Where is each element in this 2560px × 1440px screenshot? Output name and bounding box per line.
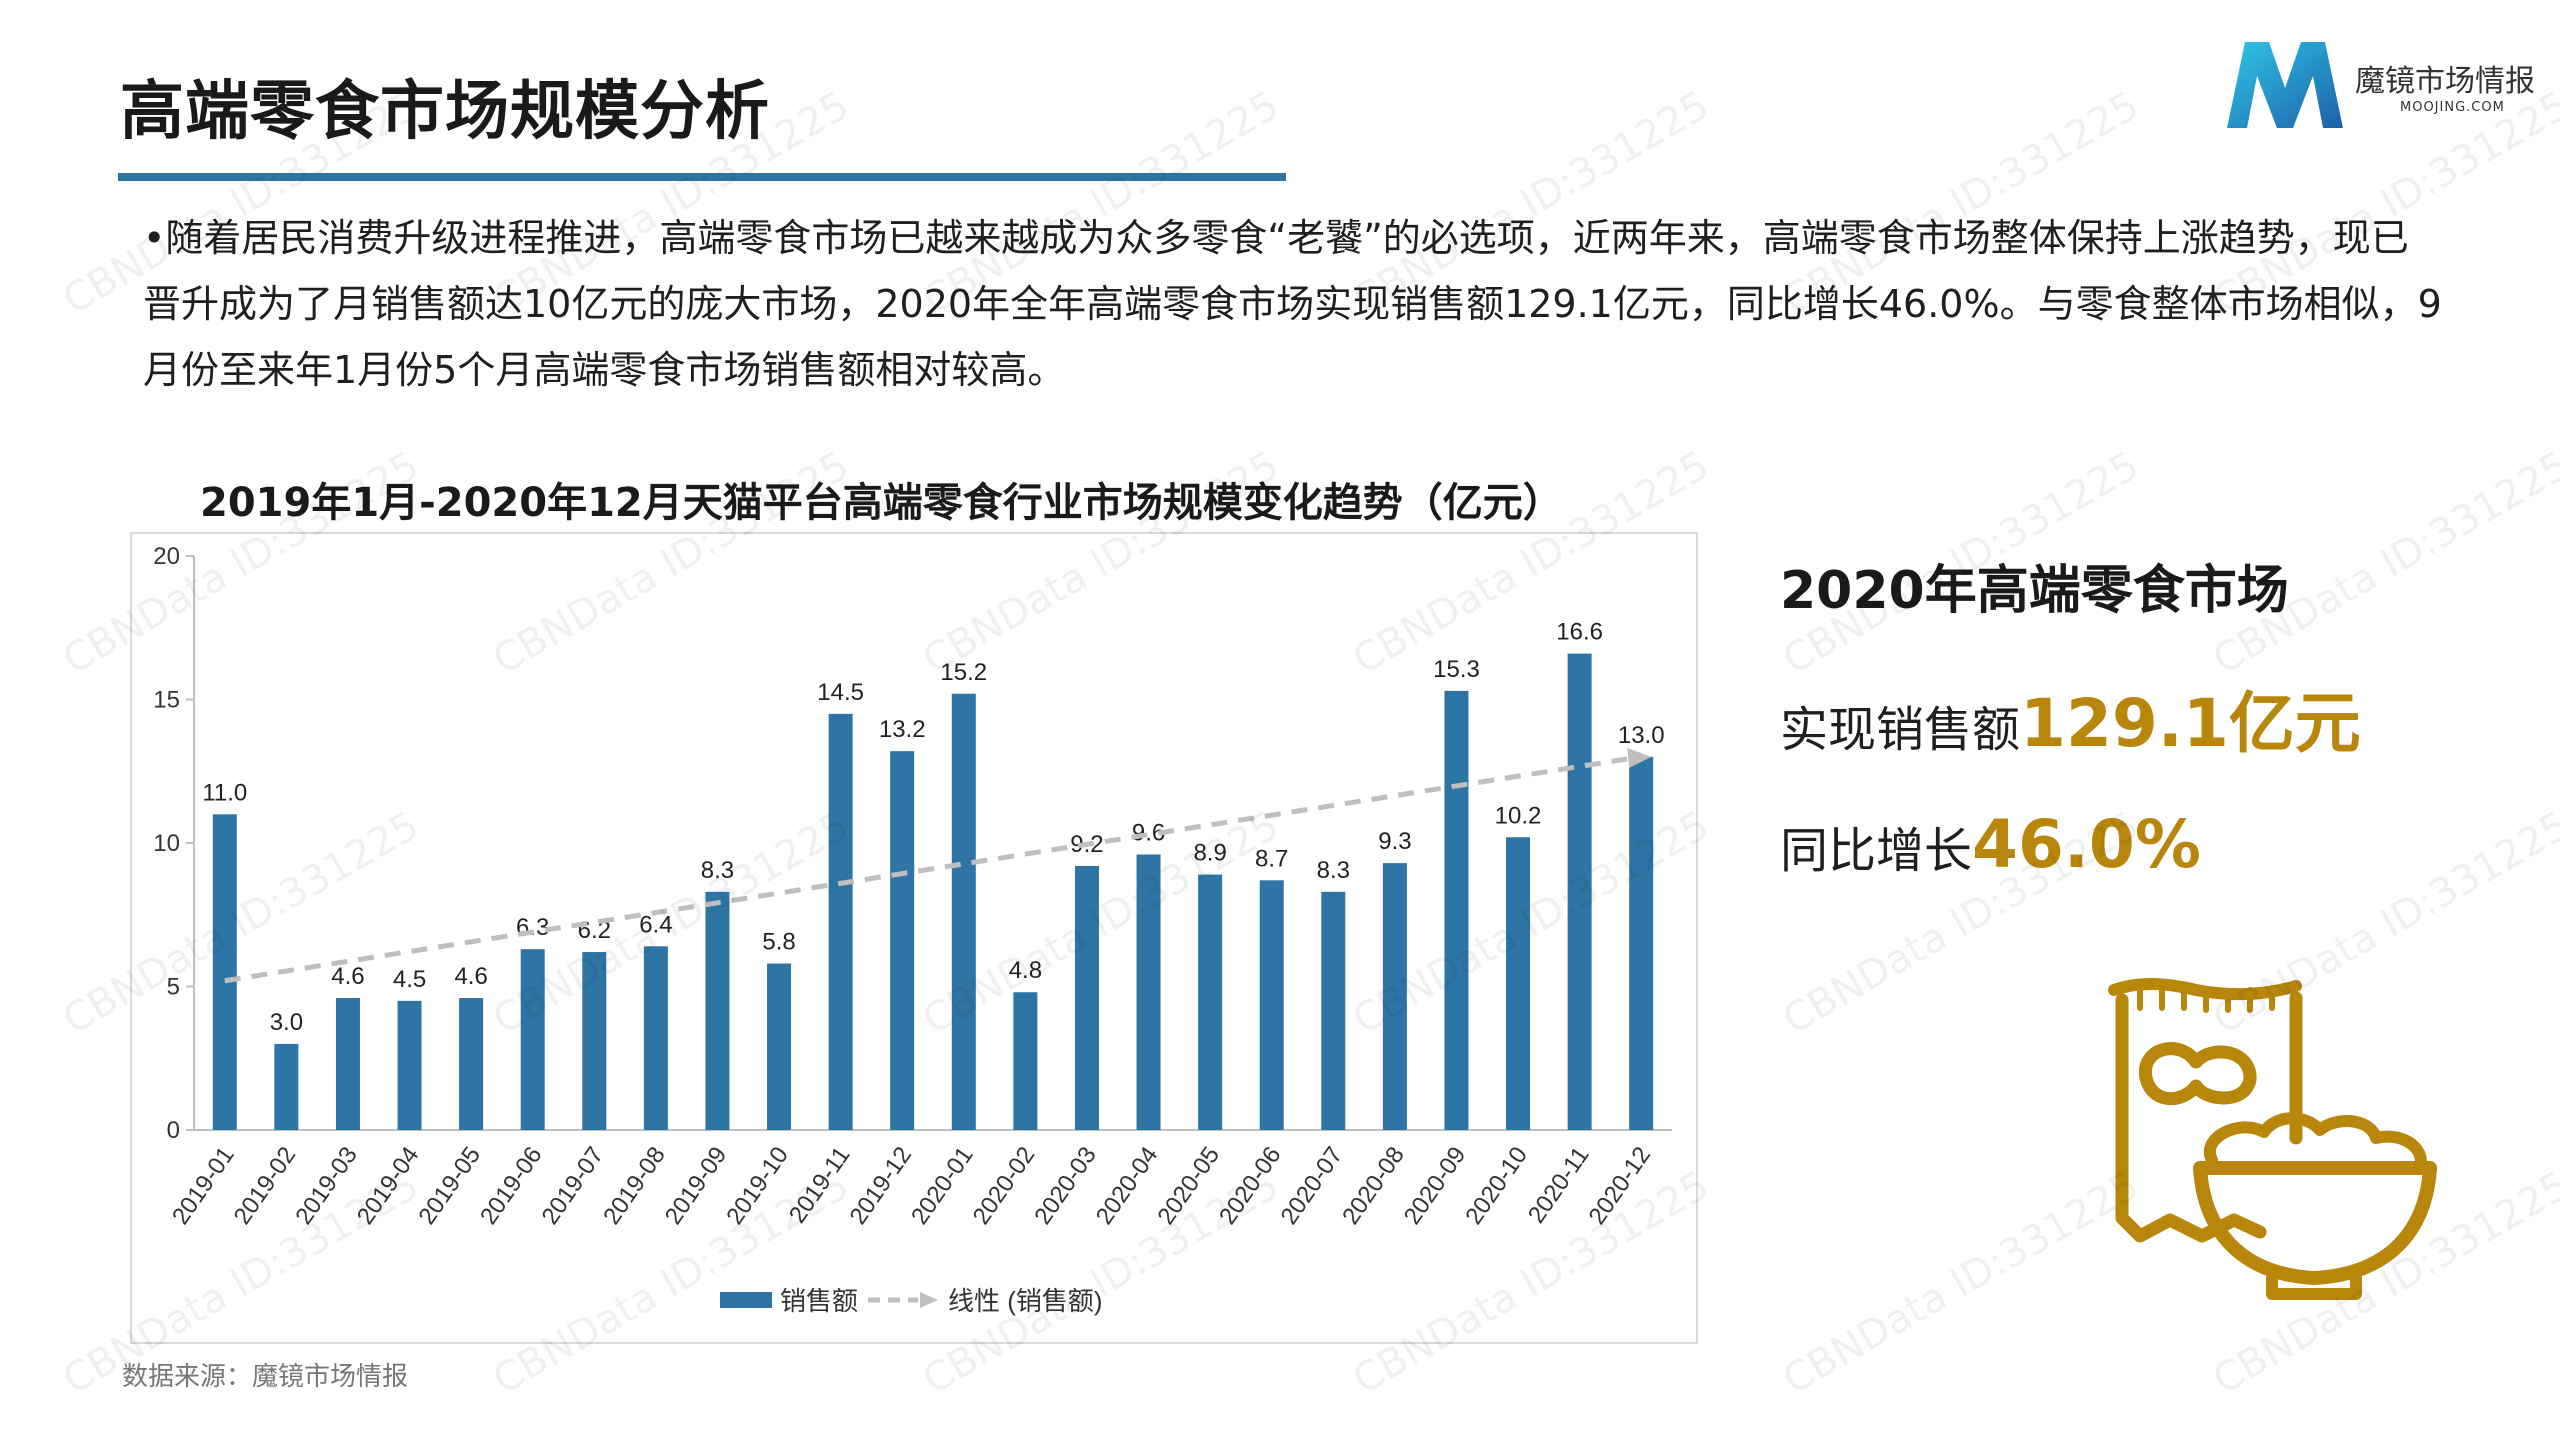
- growth-kpi-label: 同比增长: [1780, 823, 1973, 879]
- watermark-text: CBNData ID:331225: [1775, 1162, 2147, 1404]
- bar: [1013, 992, 1038, 1130]
- bar-value-label: 9.3: [1378, 828, 1411, 855]
- chart-frame: [130, 532, 1698, 1344]
- bar: [1259, 880, 1284, 1130]
- bar: [705, 891, 730, 1130]
- x-tick-label: 2019-04: [352, 1142, 425, 1230]
- bar: [828, 713, 853, 1130]
- legend-label-trend: 线性 (销售额): [948, 1286, 1103, 1316]
- bar-value-label: 8.7: [1255, 845, 1288, 872]
- x-tick-label: 2020-09: [1399, 1142, 1472, 1230]
- bar: [1567, 653, 1592, 1130]
- bar-value-label: 8.3: [701, 857, 734, 884]
- x-tick-label: 2020-07: [1276, 1142, 1349, 1230]
- bar: [335, 997, 360, 1130]
- logo-name: 魔镜市场情报: [2355, 64, 2535, 99]
- summary-title: 2020年高端零食市场: [1780, 561, 2289, 621]
- x-tick-label: 2019-02: [229, 1142, 302, 1230]
- bar-value-label: 6.4: [639, 911, 672, 938]
- x-tick-label: 2019-10: [721, 1142, 794, 1230]
- x-tick-label: 2019-07: [537, 1142, 610, 1230]
- x-tick-label: 2019-03: [290, 1142, 363, 1230]
- chart-title: 2019年1月-2020年12月天猫平台高端零食行业市场规模变化趋势（亿元）: [200, 480, 1563, 526]
- x-tick-label: 2020-10: [1460, 1142, 1533, 1230]
- bar-value-label: 13.0: [1618, 722, 1665, 749]
- bar-value-label: 8.9: [1193, 840, 1226, 867]
- bar: [1382, 863, 1407, 1130]
- title-underline: [118, 173, 1286, 181]
- x-tick-label: 2020-01: [906, 1142, 979, 1230]
- bar: [274, 1043, 299, 1130]
- bar-value-label: 13.2: [879, 716, 926, 743]
- logo-icon: [2227, 42, 2343, 128]
- x-tick-label: 2019-06: [475, 1142, 548, 1230]
- x-tick-label: 2020-04: [1091, 1142, 1164, 1230]
- sales-bar-chart: 0 5 10 15 20 11.0 2019-01 3.0 2019-02 4.6 2019-03 4…: [153, 543, 1672, 1316]
- bar: [951, 693, 976, 1130]
- legend-label-sales: 销售额: [780, 1286, 858, 1316]
- x-tick-label: 2020-05: [1152, 1142, 1225, 1230]
- bar-value-label: 16.6: [1556, 619, 1603, 646]
- bar-value-label: 8.3: [1317, 857, 1350, 884]
- bar-value-label: 4.8: [1009, 957, 1042, 984]
- bar: [890, 751, 915, 1130]
- trend-arrowhead: [1627, 747, 1652, 768]
- bar: [1198, 874, 1223, 1130]
- bar-value-label: 14.5: [817, 679, 864, 706]
- bar: [1136, 854, 1161, 1130]
- sales-kpi-value: 129.1亿元: [2020, 685, 2361, 762]
- page-title: 高端零食市场规模分析: [120, 75, 770, 149]
- bar: [397, 1000, 422, 1130]
- intro-paragraph: •随着居民消费升级进程推进，高端零食市场已越来越成为众多零食“老饕”的必选项，近…: [143, 216, 2442, 392]
- bar-value-label: 11.0: [202, 779, 247, 806]
- bar: [1506, 837, 1531, 1130]
- x-tick-label: 2020-12: [1583, 1142, 1656, 1230]
- bar: [1629, 756, 1654, 1130]
- x-tick-label: 2020-06: [1214, 1142, 1287, 1230]
- bar: [1444, 690, 1469, 1130]
- legend-swatch-sales: [720, 1292, 772, 1308]
- bar-value-label: 4.6: [454, 963, 487, 990]
- y-tick-label: 20: [153, 543, 180, 570]
- x-tick-label: 2020-03: [1029, 1142, 1102, 1230]
- snack-bag-bowl-icon: [2108, 978, 2437, 1300]
- bar-value-label: 15.3: [1433, 656, 1480, 683]
- bar-value-label: 10.2: [1495, 802, 1542, 829]
- bar-value-label: 15.2: [940, 659, 987, 686]
- bar-value-label: 4.5: [393, 966, 426, 993]
- growth-kpi: 同比增长46.0%: [1780, 806, 2201, 883]
- sales-kpi-label: 实现销售额: [1780, 702, 2021, 758]
- bar-value-label: 5.8: [762, 929, 795, 956]
- x-tick-label: 2019-09: [660, 1142, 733, 1230]
- x-tick-label: 2020-02: [968, 1142, 1041, 1230]
- growth-kpi-value: 46.0%: [1972, 806, 2201, 883]
- y-tick-label: 5: [167, 974, 180, 1001]
- x-tick-label: 2019-12: [844, 1142, 917, 1230]
- bar: [582, 952, 607, 1130]
- data-source: 数据来源：魔镜市场情报: [122, 1362, 409, 1392]
- trend-line: [224, 756, 1628, 984]
- bar: [643, 946, 668, 1130]
- x-tick-label: 2019-01: [167, 1142, 240, 1230]
- y-tick-label: 15: [153, 687, 180, 714]
- bar-value-label: 3.0: [270, 1009, 303, 1036]
- bar: [459, 997, 484, 1130]
- legend-trend-arrow: [920, 1292, 938, 1308]
- bar-value-label: 6.3: [516, 914, 549, 941]
- bar: [767, 963, 792, 1130]
- logo-domain: MOOJING.COM: [2400, 100, 2505, 115]
- x-tick-label: 2019-08: [598, 1142, 671, 1230]
- bar: [1074, 865, 1099, 1130]
- sales-kpi: 实现销售额129.1亿元: [1780, 670, 2361, 766]
- bar-value-label: 4.6: [331, 963, 364, 990]
- bar: [1321, 891, 1346, 1130]
- y-tick-label: 0: [167, 1117, 180, 1144]
- y-tick-label: 10: [153, 830, 180, 857]
- bar: [520, 949, 545, 1130]
- bar: [212, 814, 237, 1130]
- x-tick-label: 2019-05: [413, 1142, 486, 1230]
- x-tick-label: 2020-08: [1337, 1142, 1410, 1230]
